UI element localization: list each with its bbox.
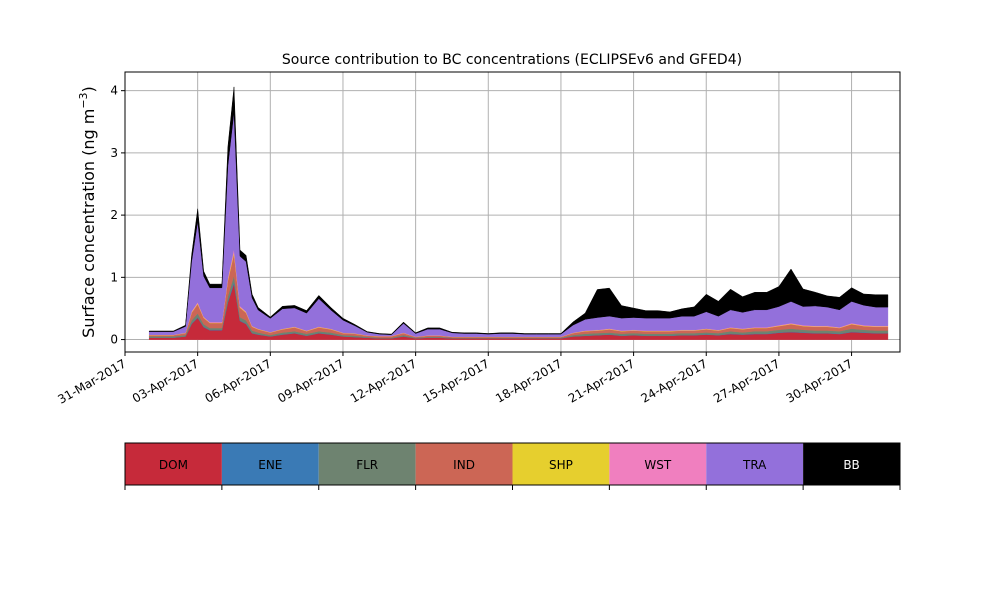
- legend-swatch-shp: [512, 443, 610, 485]
- y-tick-label-3: 3: [110, 146, 118, 160]
- x-tick-label-2: 06-Apr-2017: [203, 356, 274, 405]
- legend-swatch-wst: [609, 443, 707, 485]
- legend-label-ene: ENE: [258, 458, 282, 472]
- legend-swatch-tra: [706, 443, 804, 485]
- legend-label-flr: FLR: [356, 458, 378, 472]
- x-tick-label-0: 31-Mar-2017: [55, 356, 128, 406]
- area-bb: [148, 86, 889, 335]
- legend-swatch-dom: [125, 443, 222, 485]
- x-tick-label-4: 12-Apr-2017: [348, 356, 419, 405]
- stacked-areas: [148, 86, 889, 340]
- y-tick-label-0: 0: [110, 333, 118, 347]
- legend-label-ind: IND: [453, 458, 475, 472]
- legend-label-tra: TRA: [742, 458, 767, 472]
- x-tick-label-5: 15-Apr-2017: [421, 356, 492, 405]
- x-tick-label-9: 27-Apr-2017: [711, 356, 782, 405]
- x-tick-label-6: 18-Apr-2017: [493, 356, 564, 405]
- x-tick-label-7: 21-Apr-2017: [566, 356, 637, 405]
- legend-label-dom: DOM: [159, 458, 188, 472]
- x-tick-label-10: 30-Apr-2017: [784, 356, 855, 405]
- legend-swatch-ind: [415, 443, 513, 485]
- legend-swatch-ene: [221, 443, 319, 485]
- legend-swatch-bb: [803, 443, 900, 485]
- x-tick-label-1: 03-Apr-2017: [130, 356, 201, 405]
- legend-label-shp: SHP: [549, 458, 573, 472]
- y-axis-ticks: 0 1 2 3 4: [110, 84, 125, 347]
- y-axis-label: Surface concentration (ng m−3): [77, 86, 98, 338]
- plot-frame: [124, 71, 901, 353]
- x-axis-ticks: 31-Mar-2017 03-Apr-2017 06-Apr-2017 09-Apr-…: [55, 352, 855, 407]
- legend-label-wst: WST: [644, 458, 671, 472]
- y-tick-label-4: 4: [110, 84, 118, 98]
- x-tick-label-8: 24-Apr-2017: [638, 356, 709, 405]
- y-tick-label-2: 2: [110, 208, 118, 222]
- chart-title: Source contribution to BC concentrations…: [282, 52, 742, 68]
- legend-label-bb: BB: [843, 458, 859, 472]
- x-tick-label-3: 09-Apr-2017: [275, 356, 346, 405]
- legend-swatch-flr: [318, 443, 416, 485]
- legend-colorbar: DOM ENE FLR IND SHP WST TRA BB: [124, 442, 901, 490]
- y-tick-label-1: 1: [110, 270, 118, 284]
